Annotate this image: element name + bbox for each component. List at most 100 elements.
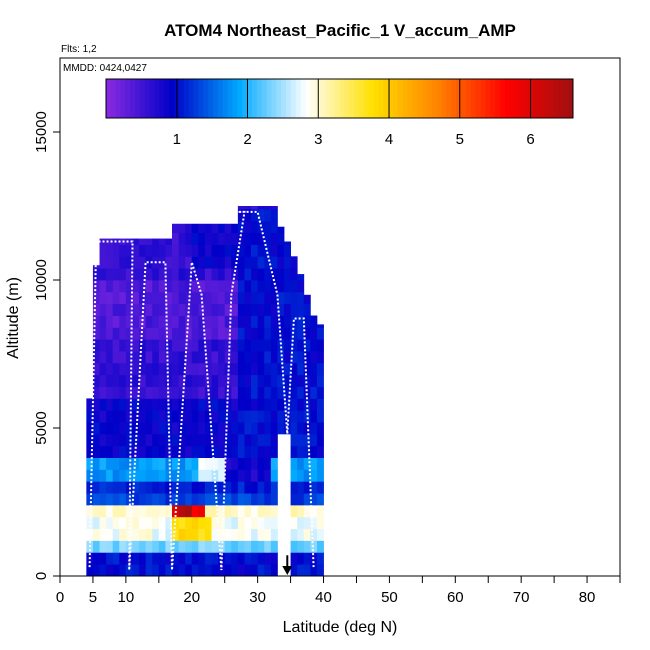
colorbar-swatch xyxy=(188,79,195,118)
heatmap-cell xyxy=(132,303,140,316)
heatmap-cell xyxy=(303,445,311,458)
heatmap-cell xyxy=(191,315,199,328)
heatmap-cell xyxy=(310,493,318,506)
heatmap-cell xyxy=(257,351,265,364)
heatmap-cell xyxy=(251,291,259,305)
heatmap-cell xyxy=(231,362,239,376)
heatmap-cell xyxy=(251,422,259,435)
heatmap-cell xyxy=(185,422,193,435)
colorbar-swatch xyxy=(519,79,525,118)
heatmap-cell xyxy=(218,410,226,423)
heatmap-cell xyxy=(277,398,285,411)
heatmap-cell xyxy=(119,469,127,482)
heatmap-cell xyxy=(264,410,272,423)
colorbar-swatch xyxy=(504,79,511,118)
heatmap-cell xyxy=(178,516,186,530)
heatmap-cell xyxy=(290,280,298,293)
heatmap-cell xyxy=(92,516,100,530)
colorbar-swatch xyxy=(538,79,545,118)
heatmap-cell xyxy=(99,315,107,328)
heatmap-cell xyxy=(264,232,272,245)
heatmap-cell xyxy=(198,244,206,257)
heatmap-cell xyxy=(224,327,232,340)
heatmap-cell xyxy=(92,339,100,352)
heatmap-cell xyxy=(86,398,94,411)
colorbar-frame xyxy=(105,78,574,119)
heatmap-cell xyxy=(244,398,252,411)
heatmap-cell xyxy=(211,280,219,293)
colorbar-swatch xyxy=(383,79,389,118)
heatmap-cell xyxy=(251,280,259,293)
heatmap-cell xyxy=(244,540,252,553)
colorbar-swatch xyxy=(456,79,462,118)
heatmap-cell xyxy=(125,552,133,565)
heatmap-cell xyxy=(172,564,179,577)
heatmap-cell xyxy=(92,303,100,316)
heatmap-cell xyxy=(185,493,193,506)
heatmap-cell xyxy=(152,268,160,281)
heatmap-cell xyxy=(158,327,166,340)
heatmap-cell xyxy=(106,244,114,257)
heatmap-cell xyxy=(270,445,278,458)
heatmap-cell xyxy=(125,445,133,458)
heatmap-cell xyxy=(257,552,265,565)
heatmap-cell xyxy=(191,223,199,234)
heatmap-cell xyxy=(152,433,160,447)
heatmap-cell xyxy=(297,481,305,494)
heatmap-cell xyxy=(106,433,114,447)
colorbar-swatch xyxy=(110,79,117,118)
heatmap-cell xyxy=(119,362,127,376)
heatmap-cell xyxy=(158,504,166,518)
heatmap-cell xyxy=(191,374,199,387)
heatmap-cell xyxy=(211,303,219,316)
heatmap-cell xyxy=(198,422,206,435)
heatmap-cell xyxy=(165,339,173,352)
colorbar-swatch xyxy=(470,79,477,118)
heatmap-cell xyxy=(125,410,133,423)
heatmap-cell xyxy=(237,433,245,447)
heatmap-cell xyxy=(310,469,318,482)
heatmap-cell xyxy=(244,208,252,222)
heatmap-cell xyxy=(125,398,133,411)
heatmap-cell xyxy=(277,268,285,281)
heatmap-cell xyxy=(178,552,186,565)
heatmap-cell xyxy=(264,351,272,364)
colorbar-swatch xyxy=(441,79,448,118)
heatmap-cell xyxy=(112,374,120,387)
colorbar-swatch xyxy=(548,79,555,118)
colorbar-swatch xyxy=(106,79,112,118)
flight-track-layer xyxy=(88,210,315,575)
heatmap-cell xyxy=(185,280,193,293)
heatmap-cell xyxy=(218,469,226,482)
heatmap-cell xyxy=(112,244,120,257)
heatmap-cell xyxy=(224,457,232,470)
heatmap-cell xyxy=(185,291,193,305)
heatmap-cell xyxy=(112,291,120,305)
heatmap-cell xyxy=(251,552,259,565)
heatmap-cell xyxy=(178,256,186,269)
heatmap-cell xyxy=(152,280,160,293)
heatmap-cell xyxy=(237,564,245,577)
heatmap-cell xyxy=(237,386,245,399)
heatmap-cell xyxy=(165,291,173,305)
colorbar-swatch xyxy=(407,79,413,118)
heatmap-cell xyxy=(244,552,252,565)
heatmap-cell xyxy=(145,238,153,245)
heatmap-cell xyxy=(99,291,107,305)
heatmap-cell xyxy=(92,327,100,340)
heatmap-cell xyxy=(145,268,153,281)
heatmap-cell xyxy=(284,398,291,411)
heatmap-cell xyxy=(158,564,166,577)
heatmap-cell xyxy=(264,398,272,411)
heatmap-cell xyxy=(86,457,94,470)
heatmap-cell xyxy=(106,374,114,387)
heatmap-cell xyxy=(191,256,199,269)
colorbar-swatch xyxy=(149,79,156,118)
heatmap-cell xyxy=(145,504,153,518)
heatmap-cell xyxy=(270,351,278,364)
heatmap-cell xyxy=(92,410,100,423)
heatmap-cell xyxy=(112,256,120,269)
heatmap-cell xyxy=(218,280,226,293)
heatmap-cell xyxy=(204,303,212,316)
heatmap-cell xyxy=(264,516,272,530)
